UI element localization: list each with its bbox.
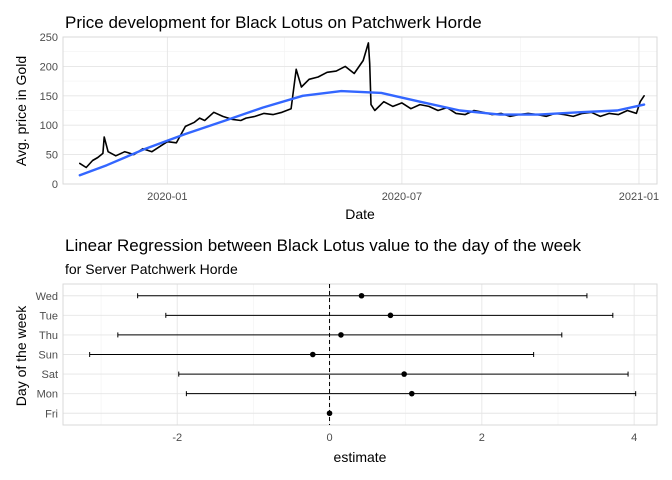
chart2-x-tick-label: 4 <box>631 432 637 444</box>
chart2-xlabel: estimate <box>334 449 387 465</box>
chart2-y-tick-label: Wed <box>36 291 58 303</box>
chart1-xlabel: Date <box>345 206 375 222</box>
chart2-y-tick-label: Mon <box>37 389 58 401</box>
chart2-point <box>401 371 407 377</box>
chart1-x-tick-label: 2021-01 <box>619 191 659 203</box>
chart2-y-tick-label: Sun <box>38 350 58 362</box>
chart1-ylabel: Avg. price in Gold <box>13 56 29 166</box>
chart1-y-tick-label: 0 <box>52 179 58 191</box>
chart2-y-tick-label: Fri <box>45 408 58 420</box>
chart1-ticks: 0 50 100 150 200 250 2020-01 2020-07 2021-01 <box>40 32 660 203</box>
chart2-marks <box>89 284 637 425</box>
chart1-title: Price development for Black Lotus on Pat… <box>65 13 482 32</box>
chart1-y-tick-label: 150 <box>40 91 58 103</box>
chart2-y-tick-label: Tue <box>39 310 58 322</box>
chart1-lines <box>78 42 646 177</box>
chart2-x-tick-label: 0 <box>326 432 332 444</box>
chart1-y-tick-label: 100 <box>40 120 58 132</box>
chart1-price-line <box>79 42 645 169</box>
chart2-panel <box>62 283 658 426</box>
chart1-panel <box>62 36 658 185</box>
chart1-smooth-line <box>78 89 646 177</box>
chart2-y-tick-label: Thu <box>39 330 58 342</box>
chart2-x-tick-label: 2 <box>479 432 485 444</box>
chart2-x-tick-label: -2 <box>172 432 182 444</box>
chart1-grid <box>63 36 657 185</box>
chart2-subtitle: for Server Patchwerk Horde <box>65 261 238 277</box>
chart2-point <box>358 292 365 299</box>
chart2-point <box>387 312 394 319</box>
chart1-y-tick-label: 50 <box>46 150 58 162</box>
chart2-point <box>338 332 344 338</box>
chart1-x-tick-label: 2020-01 <box>147 191 187 203</box>
chart2-point <box>309 351 316 358</box>
chart2-point <box>326 410 333 417</box>
chart1-y-tick-label: 250 <box>40 32 58 44</box>
chart2-ticks: -2 0 2 4 Wed Tue Thu Sun Sat Mon Fri <box>36 291 638 444</box>
chart2-y-tick-label: Sat <box>41 369 58 381</box>
chart2-ylabel: Day of the week <box>13 305 29 406</box>
chart2-title: Linear Regression between Black Lotus va… <box>65 236 581 255</box>
chart1-y-tick-label: 200 <box>40 61 58 73</box>
chart1-x-tick-label: 2020-07 <box>382 191 422 203</box>
chart2-point <box>408 390 415 397</box>
